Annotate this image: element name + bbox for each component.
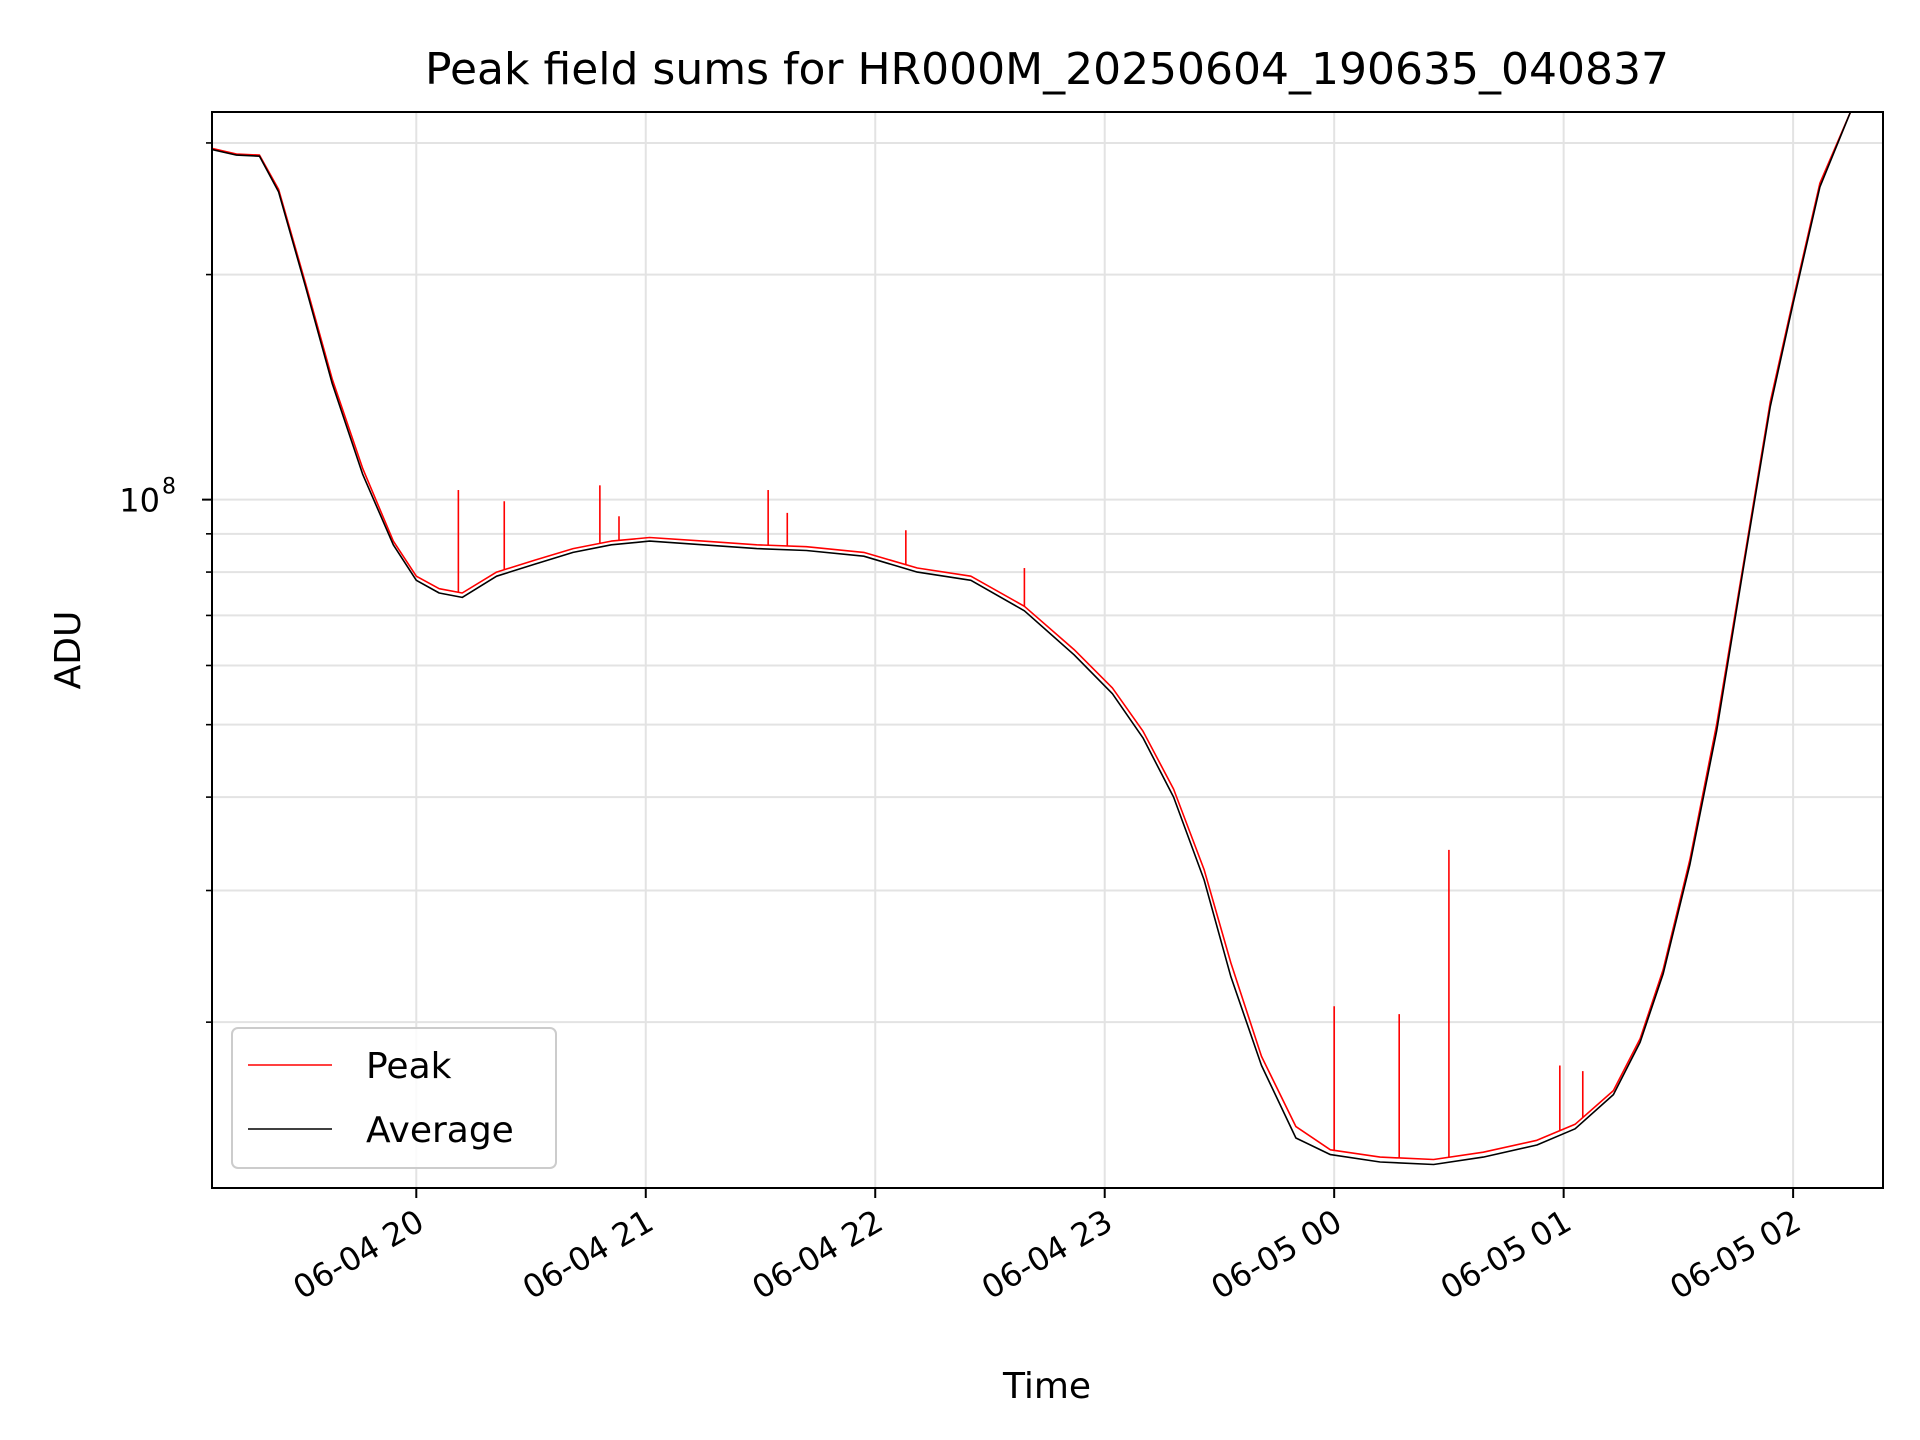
series-line-peak [212,112,1852,1161]
plot-series [212,112,1852,1166]
y-axis-label: ADU [48,611,89,690]
y-tick-label-exponent: 8 [162,475,176,500]
chart-title: Peak field sums for HR000M_20250604_1906… [425,44,1669,95]
y-tick-label: 10 [119,482,160,520]
legend-box [231,1027,557,1169]
series-line-average [212,112,1852,1166]
legend-label-peak: Peak [366,1046,452,1087]
plot-frame [211,111,1884,1189]
x-axis-label: Time [1002,1366,1091,1407]
grid-lines [212,112,1883,1188]
legend: Peak Average [231,1027,557,1169]
legend-label-average: Average [366,1110,514,1151]
